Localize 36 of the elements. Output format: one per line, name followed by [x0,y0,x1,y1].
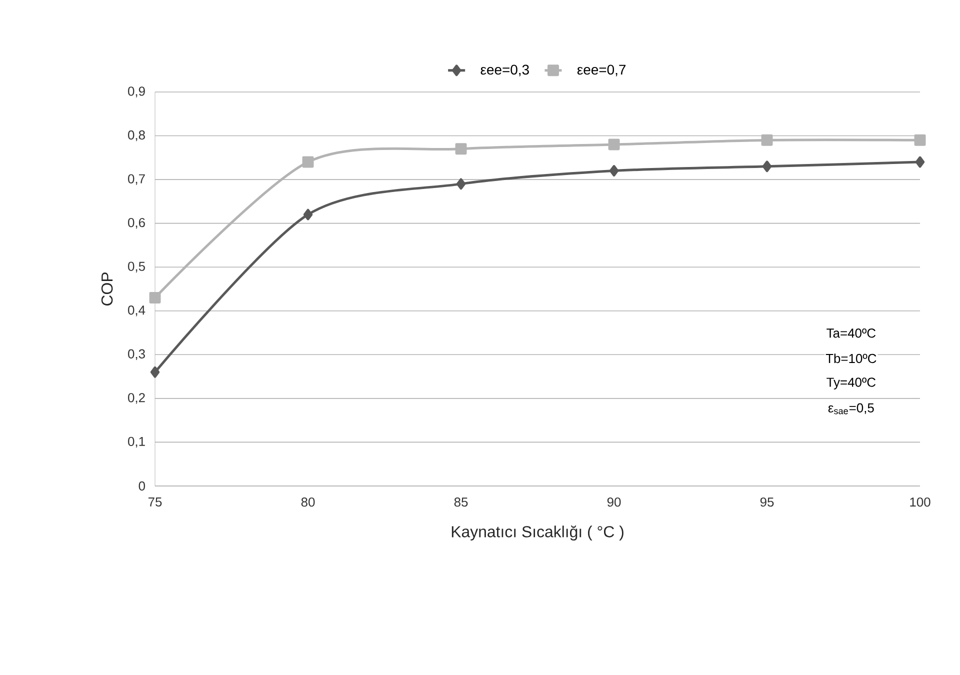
y-axis-title: COP [101,272,113,306]
point [761,134,773,146]
point [609,165,619,177]
point [149,292,161,304]
point [150,366,160,378]
y-tick-label: 0,9 [128,86,145,98]
x-axis-title: Kaynatıcı Sıcaklığı ( °C ) [452,525,624,541]
y-tick-label: 0,5 [128,262,145,272]
x-tick-label: 95 [760,497,774,507]
y-tick-label: 0,3 [128,349,145,360]
point [608,138,620,150]
y-tick-label: 0,8 [128,130,145,142]
annotation: Ta=40ºC [826,328,876,338]
legend-label: εee=0,3 [480,64,529,76]
y-tick-label: 0,2 [128,393,145,404]
point [302,156,314,168]
y-tick-label: 0,7 [128,174,145,185]
annotation: Tb=10ºC [826,354,876,364]
point [303,208,313,220]
x-tick-label: 80 [301,497,315,507]
x-tick-label: 75 [148,497,162,507]
point [455,143,467,155]
annotation: ε$_{sae}$=0,5 [828,403,874,414]
legend-label: εee=0,7 [577,64,626,76]
point [762,160,772,172]
x-tick-label: 100 [910,497,930,507]
y-tick-label: 0,6 [128,218,145,229]
y-tick-label: 0 [138,481,146,491]
x-tick-label: 90 [607,497,621,507]
y-tick-label: 0,4 [128,306,146,316]
point [915,156,925,168]
x-tick-label: 85 [454,497,468,507]
point [914,134,926,146]
y-tick-label: 0,1 [128,436,145,448]
point [456,178,466,190]
annotation: Ty=40ºC [826,378,876,390]
